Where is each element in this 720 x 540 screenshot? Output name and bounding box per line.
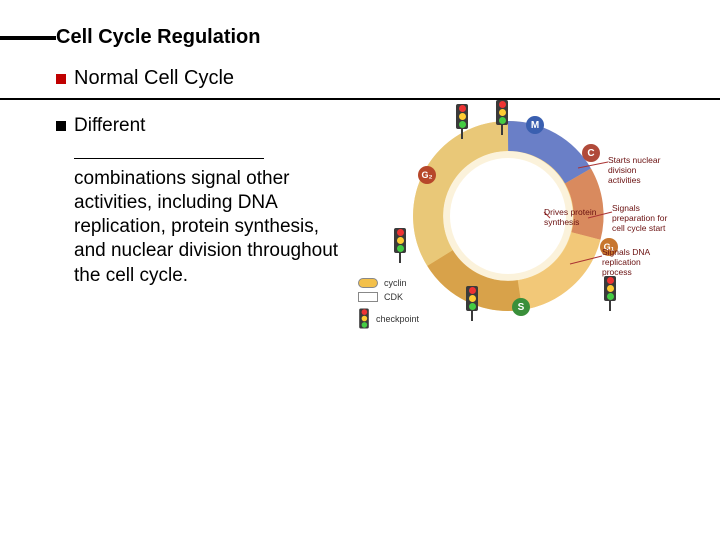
checkpoint-icon — [394, 228, 406, 263]
cell-cycle-ring: M C G₁ S G₂ — [400, 108, 670, 338]
traffic-light-icon — [358, 306, 370, 331]
phase-badge-g2: G₂ — [418, 166, 436, 184]
subtitle-area: Normal Cell Cycle — [0, 67, 720, 100]
slide-title: Cell Cycle Regulation — [56, 26, 261, 49]
callout-protein: Drives protein synthesis — [544, 208, 604, 228]
bullet-row: Different combinations signal other acti… — [56, 114, 340, 288]
subtitle-row: Normal Cell Cycle — [0, 67, 720, 90]
body-lead: Different — [74, 115, 145, 136]
body-rest: combinations signal other activities, in… — [74, 168, 338, 286]
subtitle-text: Normal Cell Cycle — [74, 67, 234, 90]
body-text: Different combinations signal other acti… — [74, 114, 340, 288]
horizontal-rule — [0, 98, 720, 100]
bullet-square-black — [56, 121, 66, 131]
phase-badge-m: M — [526, 116, 544, 134]
phase-badge-c: C — [582, 144, 600, 162]
slide: Cell Cycle Regulation Normal Cell Cycle … — [0, 0, 720, 540]
fill-in-blank — [74, 138, 264, 159]
bullet-square-red — [56, 74, 66, 84]
diagram-column: cyclin CDK checkpoint — [340, 114, 720, 434]
legend-swatch-cyclin — [358, 278, 378, 288]
phase-badge-s: S — [512, 298, 530, 316]
checkpoint-icon — [456, 104, 468, 139]
checkpoint-icon — [496, 100, 508, 135]
checkpoint-icon — [604, 276, 616, 311]
title-row: Cell Cycle Regulation — [0, 26, 720, 49]
legend-swatch-cdk — [358, 292, 378, 302]
body-area: Different combinations signal other acti… — [0, 114, 720, 434]
callout-prep: Signals preparation for cell cycle start — [612, 204, 670, 233]
callout-dna: Signals DNA replication process — [602, 248, 670, 277]
title-bar-accent — [0, 36, 56, 40]
callout-nuclear: Starts nuclear division activities — [608, 156, 670, 185]
text-column: Different combinations signal other acti… — [0, 114, 340, 288]
checkpoint-icon — [466, 286, 478, 321]
